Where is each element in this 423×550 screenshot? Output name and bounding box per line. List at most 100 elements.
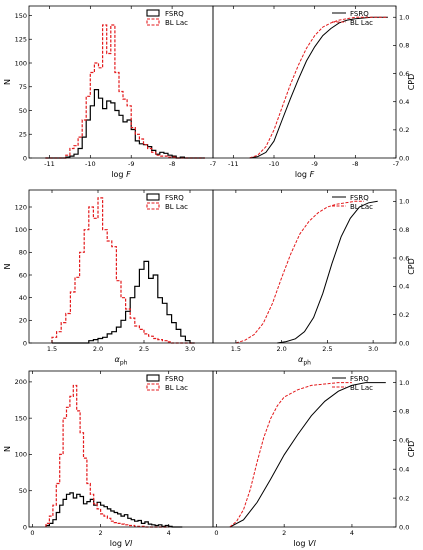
legend-swatch (146, 9, 160, 17)
y-tick-label: 200 (15, 378, 27, 386)
legend-swatch (146, 374, 160, 382)
x-axis-label: log Vl (293, 539, 316, 548)
y-tick-label: 80 (19, 249, 27, 257)
x-axis-label: log Vl (110, 539, 133, 548)
x-tick-label: 0 (30, 529, 34, 537)
cdf-tick-label: 0.6 (399, 437, 409, 445)
cdf-tick-label: 0.4 (399, 98, 409, 106)
x-tick-label: -10 (269, 160, 280, 168)
cdf-tick-label: 0.2 (399, 494, 409, 502)
x-tick-label: 4 (167, 529, 171, 537)
y-tick-label: 40 (19, 294, 27, 302)
x-tick-label: 2.5 (139, 345, 149, 353)
x-tick-label: 2 (282, 529, 286, 537)
y-tick-label: 150 (15, 12, 27, 20)
x-tick-label: 2.0 (276, 345, 286, 353)
legend-label: FSRQ (165, 10, 184, 18)
legend-label: BL Lac (350, 19, 373, 27)
x-axis-label: αph (298, 355, 311, 367)
x-tick-label: 4 (350, 529, 354, 537)
y-tick-label: 100 (15, 226, 27, 234)
x-tick-label: 0 (214, 529, 218, 537)
cdf-frame (212, 370, 397, 528)
cdf-tick-label: 0.2 (399, 126, 409, 134)
y-axis-label: N (3, 446, 12, 452)
x-tick-label: -10 (85, 160, 96, 168)
cdf-tick-label: 0.0 (399, 154, 409, 162)
x-tick-label: -9 (128, 160, 134, 168)
x-axis-label: log F (111, 170, 131, 179)
cdf-tick-label: 1.0 (399, 379, 409, 387)
x-tick-label: -11 (228, 160, 239, 168)
y-tick-label: 150 (15, 414, 27, 422)
x-tick-label: 1.5 (231, 345, 241, 353)
histogram-bl-lac (45, 384, 169, 528)
x-tick-label: 2.5 (322, 345, 332, 353)
cdf-tick-label: 0.8 (399, 226, 409, 234)
cdf-fsrq (277, 200, 378, 344)
legend-label: BL Lac (165, 19, 188, 27)
cdf-tick-label: 0.4 (399, 466, 409, 474)
x-tick-label: 3.0 (368, 345, 378, 353)
cdf-tick-label: 0.6 (399, 70, 409, 78)
cdf-tick-label: 0.6 (399, 254, 409, 262)
cdf-tick-label: 0.8 (399, 42, 409, 50)
legend-label: BL Lac (165, 384, 188, 392)
histogram-fsrq (52, 260, 195, 344)
x-tick-label: 1.5 (47, 345, 57, 353)
histogram-fsrq (45, 89, 205, 159)
cdf-axis-label: CPD (407, 441, 416, 458)
legend-label: BL Lac (350, 384, 373, 392)
y-tick-label: 60 (19, 271, 27, 279)
y-tick-label: 120 (15, 203, 27, 211)
x-tick-label: 2 (98, 529, 102, 537)
legend-label: BL Lac (165, 203, 188, 211)
y-tick-label: 100 (15, 59, 27, 67)
cdf-frame (212, 189, 397, 344)
histogram-bl-lac (45, 24, 205, 159)
cdf-tick-label: 0.4 (399, 283, 409, 291)
legend-swatch (146, 383, 160, 391)
y-tick-label: 0 (23, 339, 27, 347)
cdf-tick-label: 0.0 (399, 523, 409, 531)
legend-label: FSRQ (350, 194, 369, 202)
histogram-frame (28, 5, 214, 159)
y-tick-label: 25 (19, 131, 27, 139)
cdf-tick-label: 1.0 (399, 198, 409, 206)
histogram-fsrq (45, 492, 183, 528)
y-tick-label: 50 (19, 107, 27, 115)
legend-swatch (146, 18, 160, 26)
x-tick-label: -7 (393, 160, 399, 168)
cdf-tick-label: 0.2 (399, 311, 409, 319)
y-axis-label: N (3, 79, 12, 85)
histogram-bl-lac (51, 197, 195, 344)
y-axis-label: N (3, 263, 12, 269)
legend-swatch (146, 202, 160, 210)
cdf-bl-lac (235, 200, 364, 344)
legend-label: FSRQ (350, 375, 369, 383)
legend-label: FSRQ (165, 194, 184, 202)
x-tick-label: 2.0 (93, 345, 103, 353)
legend-label: BL Lac (350, 203, 373, 211)
y-tick-label: 50 (19, 487, 27, 495)
y-tick-label: 0 (23, 523, 27, 531)
x-tick-label: -8 (169, 160, 175, 168)
x-tick-label: -8 (352, 160, 358, 168)
cdf-axis-label: CPD (407, 258, 416, 275)
y-tick-label: 20 (19, 317, 27, 325)
y-tick-label: 0 (23, 154, 27, 162)
x-tick-label: -9 (311, 160, 317, 168)
x-axis-label: log F (295, 170, 315, 179)
y-tick-label: 75 (19, 83, 27, 91)
legend-swatch (146, 193, 160, 201)
